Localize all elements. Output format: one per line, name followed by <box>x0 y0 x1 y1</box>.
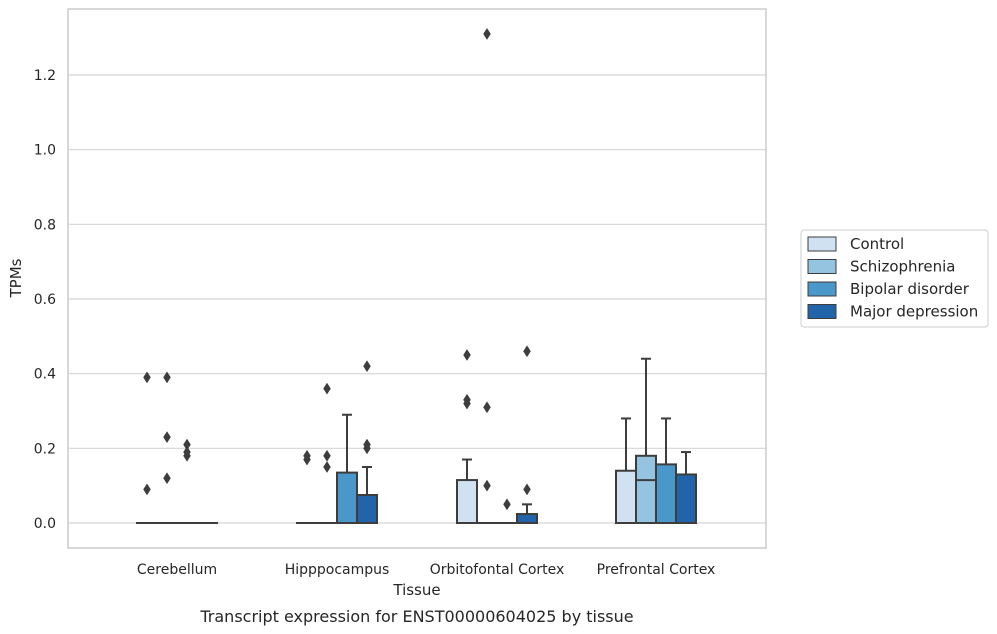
x-tick-labels: Cerebellum Hipppocampus Orbitofontal Corte… <box>137 562 715 578</box>
outlier-point <box>143 371 151 384</box>
outlier-point <box>143 483 151 496</box>
x-tick-label: Prefrontal Cortex <box>597 562 716 578</box>
x-axis-title: Tissue <box>392 581 440 599</box>
outlier-point <box>323 461 331 473</box>
plot-frame <box>67 8 767 549</box>
legend-swatch <box>807 304 837 319</box>
y-tick-label: 0.8 <box>34 217 56 233</box>
outlier-point <box>523 345 531 358</box>
legend-swatch <box>807 236 837 252</box>
y-tick-label: 0.2 <box>34 441 56 457</box>
y-tick-label: 1.2 <box>34 68 56 84</box>
outlier-point <box>463 349 471 361</box>
box-body <box>336 471 358 525</box>
box-bipolar-disorder <box>336 413 358 525</box>
outlier-point <box>483 479 491 492</box>
box-major-depression <box>356 360 378 524</box>
box-bipolar-disorder <box>655 417 677 524</box>
box-schizophrenia <box>156 371 178 525</box>
outlier-point <box>483 401 491 414</box>
box-body <box>675 473 697 525</box>
y-tick-label: 1.0 <box>34 143 56 159</box>
outlier-point <box>323 382 331 395</box>
outlier-point <box>303 453 311 466</box>
outlier-point <box>503 498 511 511</box>
legend: Control Schizophrenia Bipolar disorder Majo… <box>800 229 989 328</box>
outlier-point <box>523 483 531 496</box>
outlier-point <box>183 449 191 462</box>
legend-swatch <box>807 281 837 297</box>
y-tick-label: 0.6 <box>34 292 56 308</box>
outlier-point <box>483 27 491 40</box>
figure-caption: Transcript expression for ENST0000060402… <box>199 607 633 626</box>
box-groups <box>136 27 697 525</box>
box-body <box>635 454 657 524</box>
x-tick-label: Orbitofontal Cortex <box>430 562 565 578</box>
y-axis-title: TPMs <box>7 258 25 298</box>
x-tick-label: Cerebellum <box>137 562 217 578</box>
box-body <box>655 463 677 524</box>
box-bipolar-disorder <box>176 438 198 525</box>
outlier-point <box>163 431 171 444</box>
box-body <box>516 513 538 524</box>
legend-label: Major depression <box>850 303 978 321</box>
x-tick-label: Hipppocampus <box>285 562 390 578</box>
box-body <box>356 494 378 524</box>
y-tick-label: 0.0 <box>34 516 56 532</box>
box-control <box>136 371 158 525</box>
outlier-point <box>163 371 171 384</box>
box-major-depression <box>675 451 697 525</box>
box-control <box>296 449 318 525</box>
y-tick-labels: 0.0 0.2 0.4 0.6 0.8 1.0 1.2 <box>34 68 56 532</box>
box-body <box>615 469 637 525</box>
box-schizophrenia <box>316 382 338 525</box>
legend-label: Bipolar disorder <box>850 280 970 298</box>
legend-label: Schizophrenia <box>850 258 955 276</box>
legend-frame <box>800 229 989 328</box>
legend-entries: Control Schizophrenia Bipolar disorder Majo… <box>807 235 978 321</box>
y-tick-label: 0.4 <box>34 367 56 383</box>
box-body <box>456 479 478 525</box>
outlier-point <box>163 472 171 485</box>
legend-swatch <box>807 259 837 274</box>
legend-label: Control <box>850 235 904 253</box>
outlier-point <box>363 360 371 373</box>
box-control <box>456 349 478 525</box>
box-major-depression <box>516 345 538 524</box>
outlier-point <box>363 442 371 455</box>
outlier-point <box>463 397 471 410</box>
